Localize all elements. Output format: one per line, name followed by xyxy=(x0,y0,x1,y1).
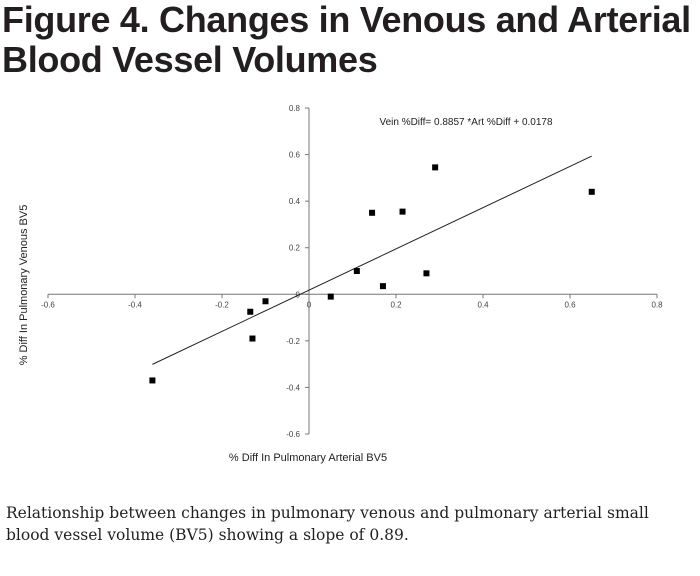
figure-title-line-1: Figure 4. Changes in Venous and Arterial xyxy=(2,0,691,40)
y-tick-label: -0.6 xyxy=(286,430,300,439)
chart-tick-labels: -0.6 -0.4 -0.2 0 0.2 0.4 0.6 0.8-0.6-0.4-0.200.… xyxy=(41,104,663,439)
data-point xyxy=(247,308,254,315)
caption-line-2: blood vessel volume (BV5) showing a slop… xyxy=(6,526,409,544)
trendline xyxy=(152,155,592,365)
figure-title: Figure 4. Changes in Venous and Arterial… xyxy=(2,0,698,80)
x-tick-label: 0.8 xyxy=(651,300,663,309)
x-tick-label: -0.2 xyxy=(215,300,229,309)
y-tick-label: 0.6 xyxy=(289,151,301,160)
x-tick-label: -0.4 xyxy=(128,300,142,309)
y-tick-label: 0.4 xyxy=(289,197,301,206)
scatter-chart: -0.6 -0.4 -0.2 0 0.2 0.4 0.6 0.8-0.6-0.4-0.200.… xyxy=(18,104,663,464)
data-points xyxy=(149,164,595,384)
data-point xyxy=(432,164,439,171)
caption-line-1: Relationship between changes in pulmonar… xyxy=(6,504,649,522)
y-axis-label: % Diff In Pulmonary Venous BV5 xyxy=(18,205,30,366)
data-point xyxy=(379,283,386,290)
data-point xyxy=(149,377,156,384)
data-point xyxy=(588,188,595,195)
y-tick-label: -0.4 xyxy=(286,383,300,392)
data-point xyxy=(262,298,269,305)
x-tick-label: 0.6 xyxy=(564,300,576,309)
data-point xyxy=(249,335,256,342)
data-point xyxy=(399,208,406,215)
x-tick-label: -0.6 xyxy=(41,300,55,309)
trendline-equation: Vein %Diff= 0.8857 *Art %Diff + 0.0178 xyxy=(379,117,553,128)
x-tick-label: 0.4 xyxy=(477,300,489,309)
figure-caption: Relationship between changes in pulmonar… xyxy=(6,502,696,546)
data-point xyxy=(369,209,376,216)
x-axis-label: % Diff In Pulmonary Arterial BV5 xyxy=(229,452,387,464)
x-tick-label: 0 xyxy=(307,300,312,309)
chart-axes xyxy=(47,107,658,435)
y-tick-label: -0.2 xyxy=(286,337,300,346)
y-tick-label: 0.2 xyxy=(289,244,301,253)
y-tick-label: 0.8 xyxy=(289,104,301,113)
data-point xyxy=(423,270,430,277)
figure-title-line-2: Blood Vessel Volumes xyxy=(2,39,378,80)
data-point xyxy=(353,268,360,274)
data-point xyxy=(327,293,334,300)
x-tick-label: 0.2 xyxy=(390,300,402,309)
